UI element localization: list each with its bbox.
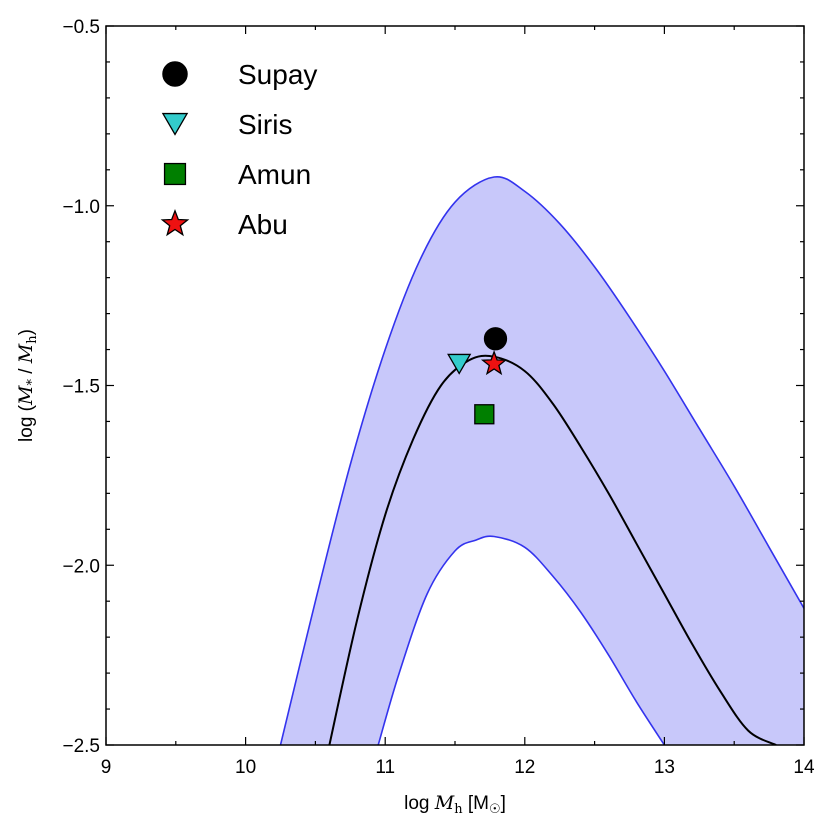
data-marker-layer (447, 327, 508, 425)
scatter-band-layer (279, 175, 804, 745)
relation-line (328, 354, 777, 745)
relation-line-layer (328, 354, 777, 745)
legend-marker-amun (163, 162, 187, 186)
x-axis-label: log Mh [M☉] (404, 792, 506, 817)
legend-label: Siris (238, 109, 292, 140)
y-tick-label: −0.5 (62, 17, 100, 38)
marker-abu (480, 350, 508, 376)
x-tick-label: 9 (101, 757, 112, 778)
band-lower-edge (377, 535, 666, 745)
legend-label: Abu (238, 209, 288, 240)
legend-label: Supay (238, 59, 317, 90)
legend-item-amun: Amun (163, 159, 311, 190)
y-axis-label: log (M* / Mh) (15, 329, 40, 442)
legend-item-abu: Abu (160, 208, 288, 240)
marker-supay (483, 327, 508, 351)
x-tick-label: 12 (514, 757, 535, 778)
marker-siris (447, 353, 472, 375)
legend-item-supay: Supay (162, 59, 317, 90)
legend-marker-supay (162, 61, 188, 87)
y-tick-label: −1.5 (62, 377, 100, 398)
marker-amun (474, 404, 495, 425)
x-tick-label: 13 (654, 757, 675, 778)
x-tick-label: 10 (235, 757, 256, 778)
legend-marker-siris (161, 112, 189, 136)
x-tick-label: 11 (375, 757, 395, 778)
y-tick-label: −1.0 (62, 197, 100, 218)
legend-marker-abu (160, 208, 190, 237)
band-upper-edge (279, 175, 804, 745)
y-tick-label: −2.0 (62, 556, 100, 577)
y-tick-label: −2.5 (62, 736, 100, 757)
legend-label: Amun (238, 159, 311, 190)
x-tick-label: 14 (793, 757, 815, 778)
legend: Supay Siris Amun Abu (160, 59, 317, 240)
legend-item-siris: Siris (161, 109, 292, 140)
axis-tick-layer: 9 10 11 12 13 14 −2.5 −2.0 −1.5 −1.0 −0.5 (62, 17, 815, 778)
scatter-band (280, 176, 804, 745)
